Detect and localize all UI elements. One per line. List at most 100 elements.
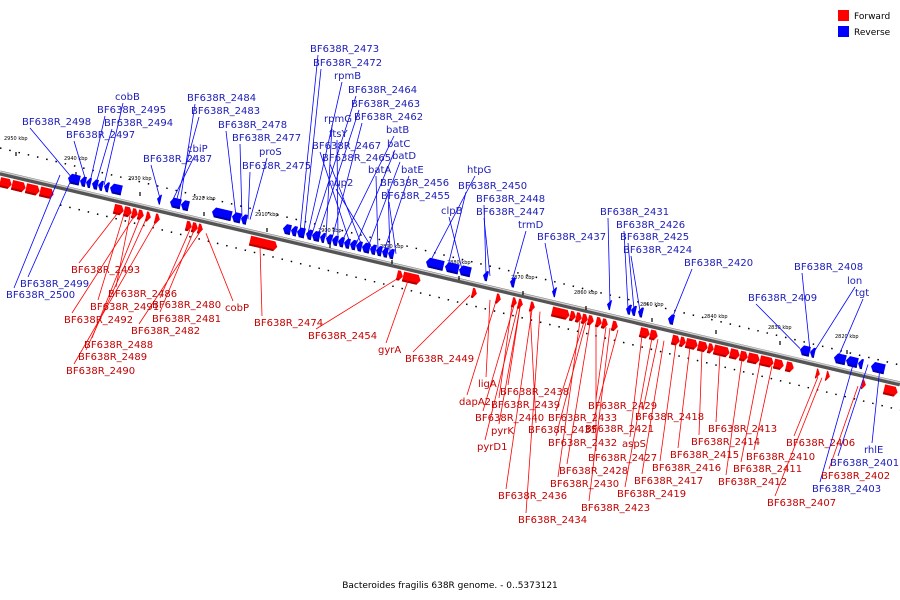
- reverse-gene-label: batD: [392, 151, 416, 162]
- forward-gene-label: dapA2: [459, 397, 491, 408]
- reverse-gene-arrow: [637, 307, 645, 318]
- legend-reverse-swatch: [838, 26, 849, 37]
- reverse-label-leader: [319, 151, 351, 244]
- reverse-label-leader: [13, 174, 61, 289]
- forward-gene-label: BF638R_2430: [550, 479, 619, 490]
- forward-label-leader: [484, 306, 519, 441]
- reverse-gene-label: BF638R_2465: [322, 153, 391, 164]
- forward-gene-label: BF638R_2414: [691, 437, 760, 448]
- reverse-gene-label: BF638R_2475: [242, 161, 311, 172]
- forward-gene-label: BF638R_2416: [652, 463, 721, 474]
- reverse-label-leader: [607, 217, 611, 305]
- reverse-gene-arrow: [458, 265, 472, 278]
- reverse-gene-label: BF638R_2437: [537, 232, 606, 243]
- forward-label-leader: [159, 229, 191, 299]
- forward-genes: [0, 177, 898, 397]
- forward-gene-label: BF638R_2433: [548, 413, 617, 424]
- reverse-gene-label: BF638R_2462: [354, 112, 423, 123]
- reverse-gene-arrow: [444, 262, 460, 275]
- forward-gene-arrow: [882, 384, 898, 397]
- forward-gene-arrow: [24, 183, 40, 196]
- map-caption: Bacteroides fragilis 638R genome. - 0..5…: [342, 581, 558, 591]
- reverse-gene-label: BF638R_2408: [794, 262, 863, 273]
- reverse-label-leader: [367, 161, 401, 248]
- reverse-gene-label: lon: [847, 276, 862, 287]
- reverse-label-leader: [89, 115, 106, 183]
- kbp-tick-label: 2940 kbp: [64, 156, 88, 162]
- reverse-label-leader: [171, 154, 196, 202]
- reverse-gene-label: BF638R_2431: [600, 207, 669, 218]
- legend-forward-swatch: [838, 10, 849, 21]
- forward-gene-arrow: [746, 352, 760, 365]
- reverse-label-leader: [623, 230, 629, 309]
- reverse-gene-label: batC: [387, 139, 410, 150]
- reverse-gene-arrow: [631, 305, 638, 316]
- reverse-gene-arrow: [68, 173, 81, 186]
- reverse-label-leader: [29, 127, 73, 179]
- legend: Forward Reverse: [838, 10, 891, 38]
- kbp-tick-label: 2930 kbp: [128, 176, 152, 182]
- reverse-genes: [68, 173, 886, 375]
- reverse-gene-label: BF638R_2464: [348, 85, 417, 96]
- reverse-label-leader: [336, 139, 339, 241]
- reverse-gene-arrow: [606, 300, 613, 311]
- reverse-label-leader: [429, 175, 476, 262]
- reverse-gene-label: BF638R_2473: [310, 44, 379, 55]
- forward-gene-arrow: [600, 318, 608, 329]
- forward-label-leader: [715, 353, 721, 423]
- forward-gene-arrow: [112, 203, 124, 216]
- reverse-label-leader: [249, 157, 268, 220]
- forward-label-leader: [73, 221, 157, 365]
- reverse-gene-label: BF638R_2495: [97, 105, 166, 116]
- reverse-gene-label: cbiP: [187, 144, 208, 155]
- forward-gene-arrow: [814, 368, 820, 379]
- reverse-label-leader: [179, 103, 196, 204]
- forward-gene-label: BF638R_2486: [108, 289, 177, 300]
- reverse-gene-arrow: [282, 224, 292, 236]
- reverse-gene-label: BF638R_2472: [313, 58, 382, 69]
- forward-label-leader: [659, 343, 677, 462]
- forward-gene-label: BF638R_2454: [308, 331, 377, 342]
- reverse-label-leader: [150, 164, 161, 199]
- forward-label-leader: [641, 340, 665, 475]
- reverse-gene-arrow: [809, 347, 817, 358]
- forward-label-leader: [698, 349, 703, 436]
- forward-gene-label: BF638R_2418: [635, 412, 704, 423]
- label-leaders: [13, 54, 881, 514]
- forward-gene-label: pyrD1: [477, 442, 507, 453]
- reverse-label-leader: [175, 116, 200, 203]
- reverse-label-leader: [483, 217, 491, 276]
- reverse-gene-label: cobB: [115, 92, 140, 103]
- reverse-gene-arrow: [325, 234, 333, 245]
- reverse-label-leader: [837, 364, 869, 457]
- reverse-label-leader: [303, 68, 322, 233]
- forward-gene-label: BF638R_2488: [84, 340, 153, 351]
- forward-label-leader: [753, 365, 773, 451]
- forward-gene-label: aspS: [622, 439, 646, 450]
- reverse-gene-label: BF638R_2499: [20, 279, 89, 290]
- reverse-gene-label: batB: [386, 125, 409, 136]
- forward-label-leader: [595, 327, 607, 400]
- forward-gene-arrow: [610, 320, 618, 332]
- forward-gene-label: BF638R_2427: [588, 453, 657, 464]
- reverse-label-leader: [801, 272, 811, 351]
- forward-gene-arrow: [550, 306, 570, 320]
- forward-label-leader: [774, 377, 823, 497]
- forward-label-leader: [725, 358, 743, 476]
- forward-gene-label: gyrA: [378, 345, 401, 356]
- forward-label-leader: [588, 327, 611, 502]
- forward-gene-label: BF638R_2406: [786, 438, 855, 449]
- reverse-gene-label: BF638R_2425: [620, 232, 689, 243]
- kbp-tick-label: 2950 kbp: [4, 136, 28, 142]
- reverse-gene-label: BF638R_2483: [191, 106, 260, 117]
- reverse-gene-label: rhlE: [864, 445, 883, 456]
- reverse-gene-label: BF638R_2456: [380, 178, 449, 189]
- forward-label-leader: [529, 309, 537, 424]
- forward-gene-arrow: [248, 235, 278, 252]
- forward-label-leader: [259, 245, 263, 317]
- forward-label-leader: [315, 277, 399, 330]
- reverse-gene-label: BF638R_2409: [748, 293, 817, 304]
- forward-gene-label: BF638R_2411: [733, 464, 802, 475]
- forward-gene-label: BF638R_2481: [152, 314, 221, 325]
- forward-gene-label: BF638R_2449: [405, 354, 474, 365]
